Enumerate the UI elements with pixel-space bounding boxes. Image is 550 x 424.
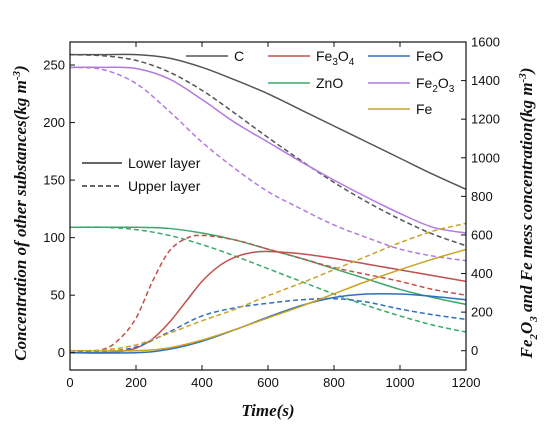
y-left-tick-label: 0: [58, 345, 65, 360]
x-tick-label: 800: [323, 375, 345, 390]
legend-label-fe2o3: Fe2O3: [416, 75, 455, 95]
series-line-fe2o3-lower: [69, 66, 467, 234]
series-layer: [69, 53, 467, 354]
y-right-title-sub2: 3: [528, 316, 540, 323]
x-tick-label: 1200: [452, 375, 481, 390]
series-line-zno-upper: [69, 226, 467, 333]
legend-fe3o4-sub1: 3: [332, 57, 338, 68]
legend-fe2o3-mid: O: [438, 75, 449, 91]
legend-fe2o3-base: Fe: [416, 75, 433, 91]
y-left-tick-label: 50: [51, 288, 65, 303]
legend-fe3o4-base: Fe: [316, 48, 333, 64]
y-right-tick-label: 1200: [471, 112, 500, 127]
y-left-tick-label: 250: [43, 58, 65, 73]
y-left-title-end: ): [11, 65, 30, 73]
legend-fe2o3-sub1: 2: [432, 84, 438, 95]
legend: C Fe3O4 FeO ZnO Fe2O3 Fe Lower layer Upp…: [82, 48, 455, 194]
y-right-title-sup: -3: [517, 73, 529, 83]
x-tick-label: 1000: [386, 375, 415, 390]
y-right-title-rest: and Fe mess concentration(kg m: [517, 82, 536, 316]
x-tick-label: 0: [66, 375, 73, 390]
legend-fe2o3-sub2: 3: [449, 84, 455, 95]
y-left-title-main: Concentration of other substances(kg m: [11, 80, 30, 361]
y-right-tick-label: 600: [471, 227, 493, 242]
legend-fe3o4-mid: O: [338, 48, 349, 64]
x-tick-label: 600: [257, 375, 279, 390]
legend-label-zno: ZnO: [316, 75, 343, 91]
x-axis-title: Time(s): [241, 401, 294, 420]
series-line-fe2o3-upper: [69, 66, 467, 262]
y-right-tick-label: 1600: [471, 35, 500, 50]
y-left-tick-label: 150: [43, 173, 65, 188]
legend-label-fe: Fe: [416, 101, 433, 117]
y-right-title-end: ): [517, 68, 536, 76]
legend-label-upper-layer: Upper layer: [128, 178, 201, 194]
ticks-layer: 0 200 400 600 800 1000 1200 0 50 100 150 200 250 0 200…: [43, 35, 500, 391]
y-right-tick-label: 1400: [471, 73, 500, 88]
series-line-fe3o4-lower: [69, 250, 467, 354]
legend-label-feo: FeO: [416, 48, 443, 64]
y-left-tick-label: 200: [43, 115, 65, 130]
legend-label-fe3o4: Fe3O4: [316, 48, 355, 68]
series-line-fe3o4-upper: [69, 234, 467, 354]
series-line-feo-upper: [69, 297, 467, 354]
y-left-axis-title: Concentration of other substances(kg m-3…: [11, 65, 30, 360]
series-line-zno-lower: [69, 226, 467, 306]
y-left-title-sup: -3: [11, 70, 23, 80]
y-right-title-o: O: [517, 322, 536, 334]
y-right-tick-label: 1000: [471, 150, 500, 165]
y-right-tick-label: 800: [471, 189, 493, 204]
plot-frame: [69, 41, 467, 371]
series-line-fe-upper: [69, 222, 467, 352]
y-right-tick-label: 400: [471, 266, 493, 281]
legend-label-c: C: [234, 48, 244, 64]
y-right-title-sub1: 2: [528, 334, 540, 341]
y-right-tick-label: 200: [471, 305, 493, 320]
y-right-tick-label: 0: [471, 343, 478, 358]
x-tick-label: 200: [125, 375, 147, 390]
axes-layer: [69, 41, 467, 371]
legend-fe3o4-sub2: 4: [349, 57, 355, 68]
y-right-axis-title: Fe2O3 and Fe mess concentration(kg m-3): [517, 68, 540, 360]
series-line-c-upper: [69, 53, 467, 247]
y-right-title-fe: Fe: [517, 339, 536, 359]
y-left-tick-label: 100: [43, 230, 65, 245]
legend-label-lower-layer: Lower layer: [128, 155, 201, 171]
x-tick-label: 400: [191, 375, 213, 390]
series-line-c-lower: [70, 53, 467, 190]
series-line-feo-lower: [69, 292, 467, 354]
series-line-fe-lower: [69, 248, 467, 352]
